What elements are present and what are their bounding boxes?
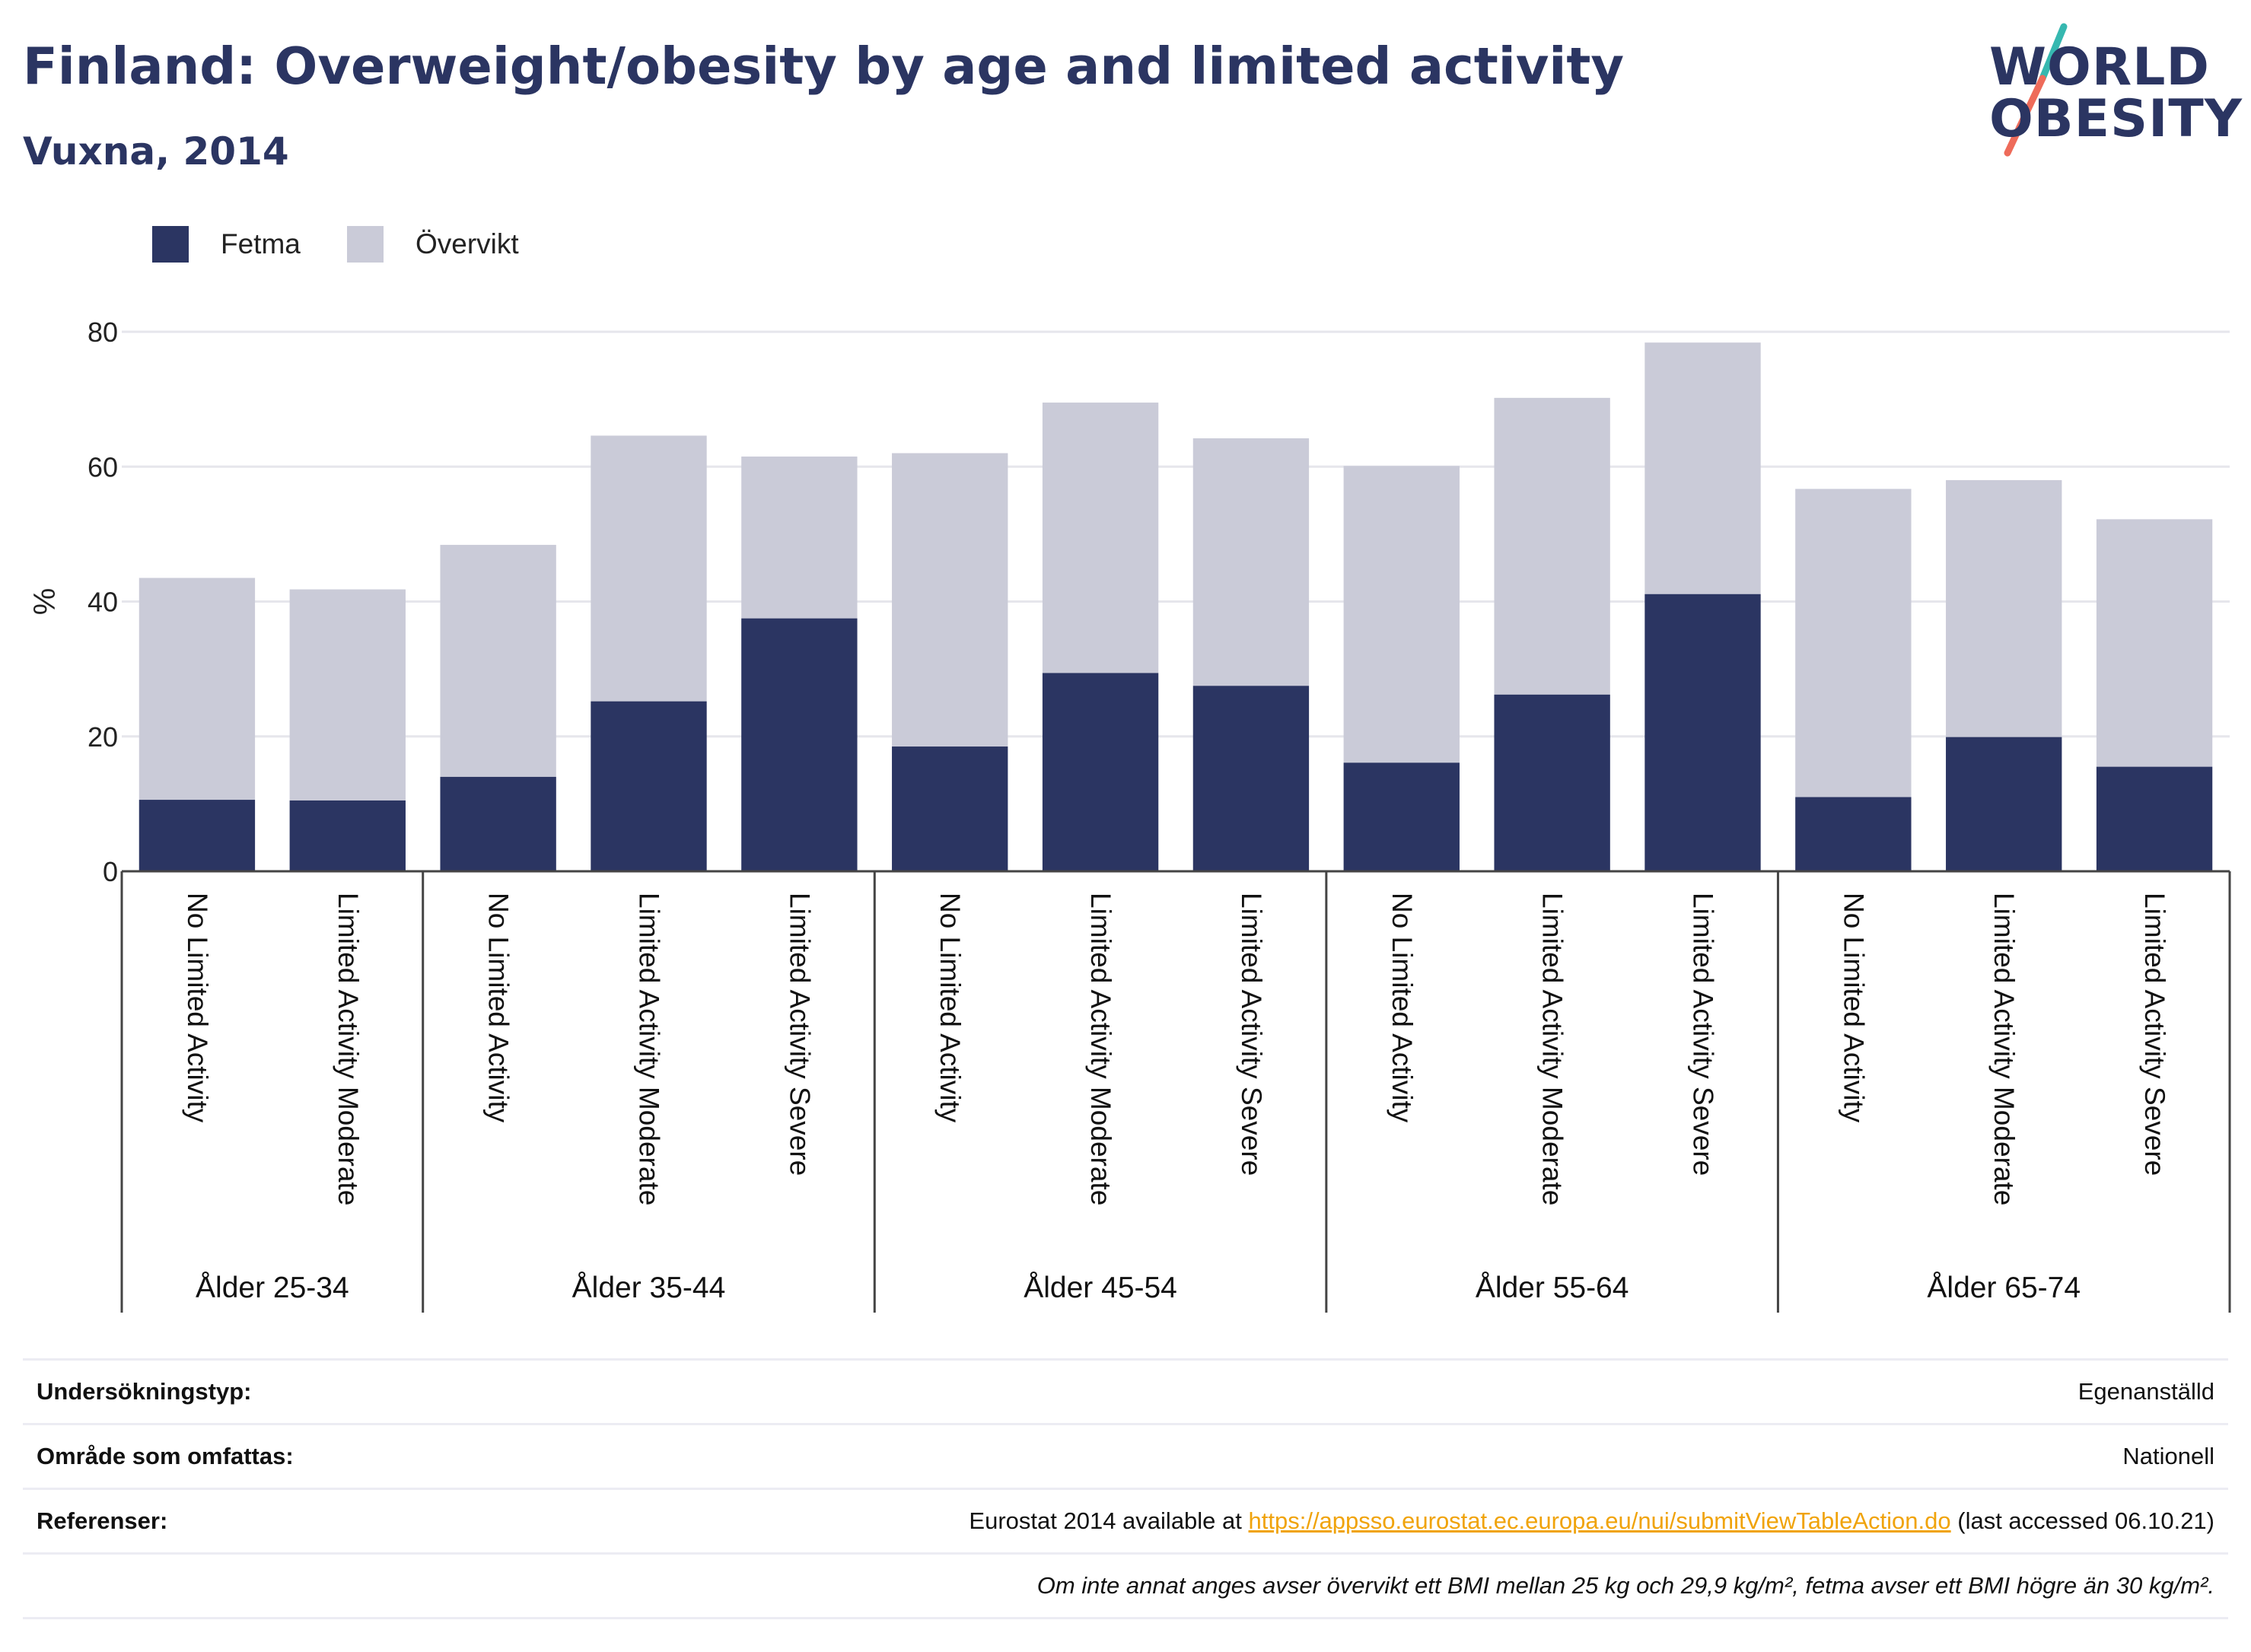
y-tick-label: 40 [88,587,118,618]
bar-fetma [289,800,406,871]
bar-fetma [591,701,707,871]
bar-overvikt [1343,466,1460,763]
x-tick-label: No Limited Activity [182,893,213,1123]
reference-suffix: (last accessed 06.10.21) [1950,1507,2214,1534]
info-value: Eurostat 2014 available at https://appss… [969,1490,2214,1552]
legend-label-fetma: Fetma [221,228,301,259]
x-tick-label: Limited Activity Severe [1688,893,1719,1176]
chart-subtitle: Vuxna, 2014 [23,129,289,173]
info-value: Egenanställd [2077,1378,2214,1405]
bar-overvikt [1042,403,1159,673]
x-tick-label: No Limited Activity [1387,893,1418,1123]
info-row-coverage: Område som omfattas: Nationell [23,1423,2228,1488]
logo-text-world: WORLD [1989,37,2210,97]
info-row-note: Om inte annat anges avser övervikt ett B… [23,1552,2228,1619]
legend-swatch-fetma [152,226,189,263]
x-tick-label: Limited Activity Severe [1236,893,1267,1176]
x-tick-label: Limited Activity Moderate [333,893,364,1205]
x-tick-label: Limited Activity Moderate [1988,893,2020,1205]
y-axis-label: % [28,588,62,616]
bar-overvikt [591,435,707,702]
bar-fetma [1644,594,1761,871]
bar-fetma [1795,797,1912,871]
x-group-label: Ålder 65-74 [1927,1271,2081,1304]
x-tick-label: No Limited Activity [1838,893,1869,1123]
y-tick-label: 60 [88,451,118,482]
reference-link[interactable]: https://appsso.eurostat.ec.europa.eu/nui… [1248,1507,1951,1534]
bar-overvikt [1644,342,1761,594]
bar-fetma [1192,686,1310,871]
bar-fetma [2096,766,2213,871]
info-key: Område som omfattas: [37,1443,294,1469]
bar-fetma [1494,694,1610,871]
reference-prefix: Eurostat 2014 available at [969,1507,1249,1534]
y-tick-label: 0 [103,856,118,887]
y-tick-label: 80 [88,317,118,348]
info-row-references: Referenser: Eurostat 2014 available at h… [23,1488,2228,1552]
x-tick-label: Limited Activity Moderate [1085,893,1116,1205]
bar-overvikt [289,589,406,801]
x-group-label: Ålder 25-34 [196,1271,349,1304]
x-tick-label: No Limited Activity [934,893,966,1123]
x-tick-label: No Limited Activity [483,893,514,1123]
legend-swatch-overvikt [347,226,384,263]
x-tick-label: Limited Activity Severe [2139,893,2170,1176]
info-value: Nationell [2122,1443,2214,1469]
bar-fetma [138,800,256,871]
x-group-label: Ålder 55-64 [1476,1271,1629,1304]
legend-label-overvikt: Övervikt [415,228,519,259]
bar-overvikt [1192,438,1310,686]
bmi-note: Om inte annat anges avser övervikt ett B… [1036,1572,2214,1599]
bar-overvikt [1795,489,1912,797]
y-tick-label: 20 [88,721,118,753]
world-obesity-logo: WORLD OBESITY [1979,19,2242,164]
bar-fetma [741,618,858,871]
info-row-survey-type: Undersökningstyp: Egenanställd [23,1358,2228,1423]
stacked-bar-chart: 0 20 40 60 80% No Limited Activity Limited Act… [28,317,2231,1313]
chart-title: Finland: Overweight/obesity by age and l… [23,37,1625,96]
bar-overvikt [2096,519,2213,767]
bar-fetma [892,746,1008,871]
bar-fetma [1042,673,1159,871]
info-table: Undersökningstyp: Egenanställd Område so… [23,1358,2228,1619]
bar-overvikt [1494,397,1610,695]
logo-slash-icon [2004,23,2068,157]
x-tick-label: Limited Activity Moderate [634,893,665,1205]
x-group-label: Ålder 45-54 [1024,1271,1177,1304]
bar-overvikt [892,453,1008,747]
bar-overvikt [1946,479,2062,737]
bar-fetma [440,776,556,871]
bar-fetma [1946,737,2062,871]
bar-overvikt [440,545,556,777]
x-tick-label: Limited Activity Severe [784,893,815,1176]
x-group-label: Ålder 35-44 [572,1271,726,1304]
bar-overvikt [741,456,858,619]
info-key: Referenser: [37,1507,168,1534]
logo-text-obesity: OBESITY [1989,89,2243,149]
bar-overvikt [138,578,256,801]
bar-fetma [1343,762,1460,871]
info-key: Undersökningstyp: [37,1378,252,1405]
x-tick-label: Limited Activity Moderate [1537,893,1568,1205]
